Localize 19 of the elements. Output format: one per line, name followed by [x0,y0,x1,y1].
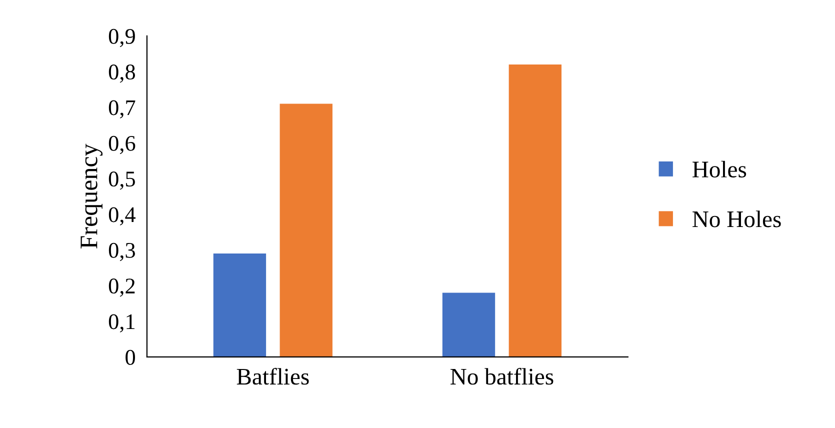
y-tick-label: 0,5 [108,172,135,190]
y-tick-label: 0,1 [108,314,135,332]
y-tick-label: 0 [126,350,135,365]
y-tick-label: 0,6 [108,136,136,154]
bar [442,292,496,357]
y-tick-label: 0,9 [108,28,135,48]
legend-label: No Holes [692,210,781,228]
legend-label: Holes [692,160,746,178]
bar [508,64,562,357]
x-tick-label: Batflies [236,368,309,385]
bar [213,254,266,357]
y-axis-title: Frequency [80,144,103,248]
x-tick-label: No batflies [450,368,554,385]
y-tick-label: 0,7 [108,100,136,118]
bar [280,104,332,357]
y-tick-label: 0,3 [108,242,135,262]
y-tick-label: 0,4 [108,207,136,226]
y-tick-label: 0,2 [108,278,135,297]
y-tick-label: 0,8 [108,64,135,83]
